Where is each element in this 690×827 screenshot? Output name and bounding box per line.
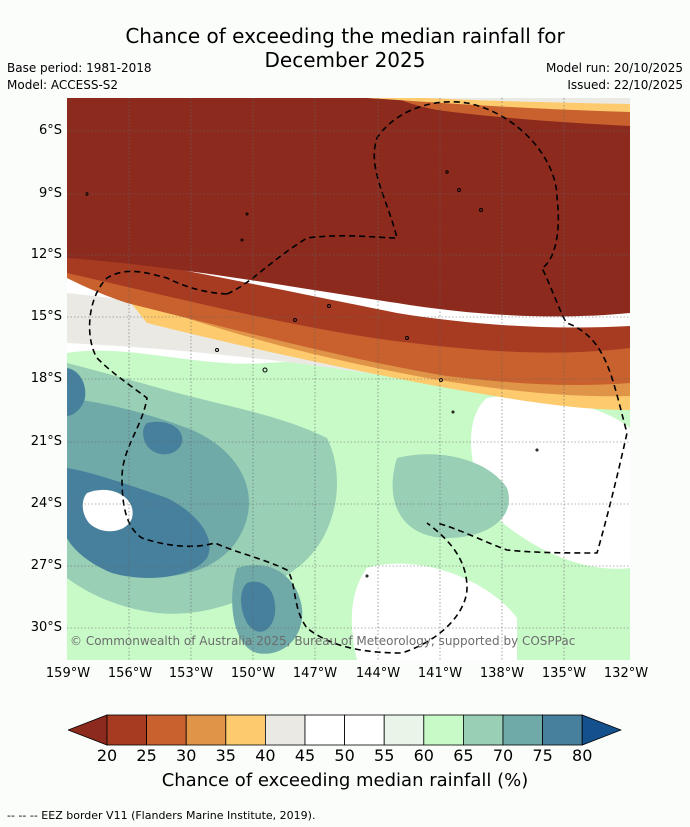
lat-label-9s: 9°S xyxy=(38,186,62,201)
meta-left: Base period: 1981-2018 Model: ACCESS-S2 xyxy=(7,60,152,94)
colorbar-tick-30: 30 xyxy=(176,746,197,765)
region-20-25 xyxy=(67,248,630,353)
colorbar xyxy=(68,714,622,746)
colorbar-segment-75-80 xyxy=(542,714,583,746)
colorbar-segment-25-30 xyxy=(146,714,187,746)
colorbar-segment-30-35 xyxy=(185,714,227,746)
lat-label-21s: 21°S xyxy=(30,434,62,449)
region-below-20 xyxy=(67,98,630,317)
lat-label-15s: 15°S xyxy=(30,309,62,324)
colorbar-segment-45-50 xyxy=(304,714,345,746)
colorbar-tick-35: 35 xyxy=(215,746,236,765)
colorbar-tick-70: 70 xyxy=(492,746,514,765)
lat-label-18s: 18°S xyxy=(30,371,62,386)
colorbar-tick-20: 20 xyxy=(96,746,118,765)
lon-label-147w: 147°W xyxy=(292,666,338,681)
colorbar-tick-65: 65 xyxy=(453,746,474,765)
colorbar-tick-60: 60 xyxy=(413,746,434,765)
colorbar-segment-65-70 xyxy=(462,714,504,746)
lon-label-144w: 144°W xyxy=(355,666,401,681)
map-title: Chance of exceeding the median rainfall … xyxy=(0,24,690,72)
lat-label-6s: 6°S xyxy=(38,123,62,138)
lon-label-135w: 135°W xyxy=(541,666,587,681)
colorbar-segment-55-60 xyxy=(383,714,425,746)
region-75-80-south xyxy=(241,581,276,632)
colorbar-segment-60-65 xyxy=(423,714,464,746)
lat-label-30s: 30°S xyxy=(30,620,62,635)
colorbar-tick-50: 50 xyxy=(334,746,355,765)
lon-label-150w: 150°W xyxy=(230,666,276,681)
lon-label-141w: 141°W xyxy=(417,666,463,681)
region-white-southwest xyxy=(82,489,133,532)
region-white-patch-east xyxy=(470,395,630,569)
lat-label-24s: 24°S xyxy=(30,496,62,511)
title-line-1: Chance of exceeding the median rainfall … xyxy=(125,24,565,48)
colorbar-segment-40-45 xyxy=(264,714,306,746)
graticule xyxy=(67,98,630,660)
lon-label-138w: 138°W xyxy=(479,666,525,681)
region-75-80-inland xyxy=(143,421,183,455)
model-run: Model run: 20/10/2025 xyxy=(545,61,683,75)
lon-label-153w: 153°W xyxy=(168,666,214,681)
colorbar-segment-20-25 xyxy=(106,714,147,746)
rainfall-probability-map xyxy=(67,98,630,660)
meta-right: Model run: 20/10/2025 Issued: 22/10/2025 xyxy=(546,60,683,94)
colorbar-tick-55: 55 xyxy=(374,746,395,765)
copyright-notice: © Commonwealth of Australia 2025, Bureau… xyxy=(70,634,576,648)
region-65-70-east xyxy=(392,454,509,538)
lat-label-12s: 12°S xyxy=(30,247,62,262)
colorbar-title: Chance of exceeding median rainfall (%) xyxy=(161,770,529,791)
region-white-patch-south xyxy=(351,563,517,660)
region-75-80-west-coast xyxy=(67,368,86,416)
lat-label-27s: 27°S xyxy=(30,558,62,573)
colorbar-tick-25: 25 xyxy=(136,746,157,765)
colorbar-arrow-low xyxy=(68,714,108,746)
colorbar-segment-70-75 xyxy=(502,714,543,746)
lon-label-132w: 132°W xyxy=(603,666,649,681)
colorbar-tick-45: 45 xyxy=(294,746,316,765)
lon-label-159w: 159°W xyxy=(45,666,91,681)
model-name: Model: ACCESS-S2 xyxy=(7,78,119,92)
eez-borders xyxy=(88,100,628,654)
colorbar-segment-35-40 xyxy=(225,714,266,746)
title-line-2: December 2025 xyxy=(264,48,426,72)
lon-label-156w: 156°W xyxy=(107,666,153,681)
issued-date: Issued: 22/10/2025 xyxy=(567,78,683,92)
colorbar-tick-40: 40 xyxy=(255,746,276,765)
colorbar-tick-80: 80 xyxy=(572,746,593,765)
eez-legend-note: -- -- -- EEZ border V11 (Flanders Marine… xyxy=(7,809,316,822)
colorbar-segment-50-55 xyxy=(344,714,385,746)
colorbar-tick-75: 75 xyxy=(532,746,553,765)
region-north-fringe-white xyxy=(427,98,630,104)
base-period: Base period: 1981-2018 xyxy=(7,61,152,75)
colorbar-arrow-high xyxy=(581,714,622,746)
